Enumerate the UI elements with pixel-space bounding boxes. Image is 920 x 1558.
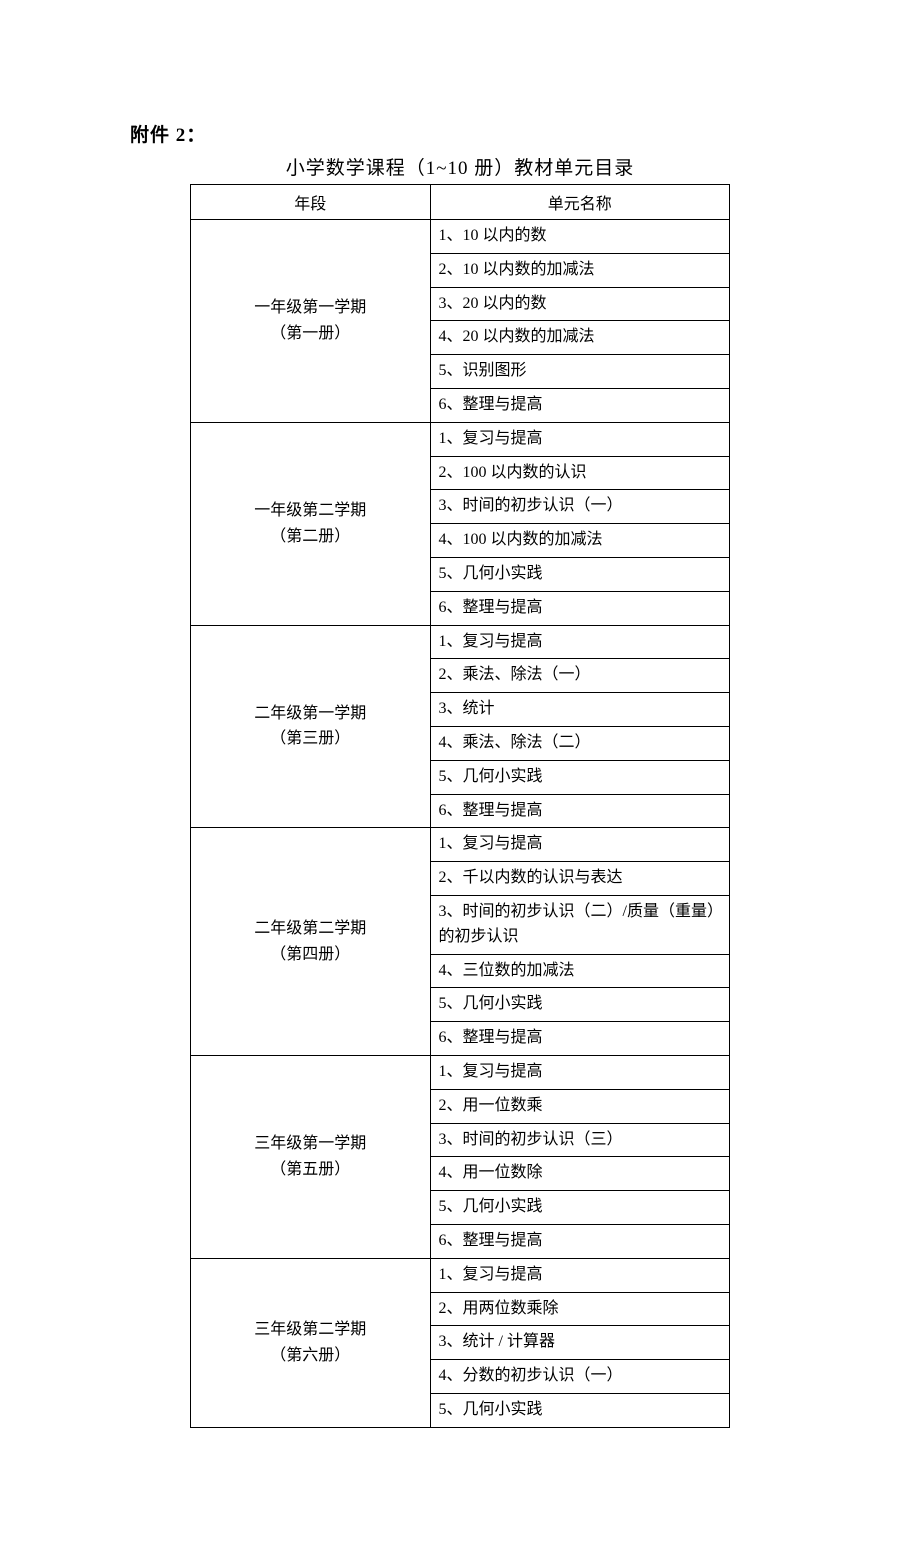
unit-cell: 1、复习与提高 [430, 1055, 729, 1089]
unit-cell: 6、整理与提高 [430, 591, 729, 625]
unit-cell: 1、10 以内的数 [430, 220, 729, 254]
table-row: 一年级第一学期（第一册）1、10 以内的数 [191, 220, 730, 254]
grade-cell: 三年级第二学期（第六册） [191, 1258, 431, 1427]
grade-main-label: 二年级第二学期 [195, 916, 426, 942]
table-row: 一年级第二学期（第二册）1、复习与提高 [191, 422, 730, 456]
unit-cell: 4、用一位数除 [430, 1157, 729, 1191]
unit-cell: 3、时间的初步认识（三） [430, 1123, 729, 1157]
table-row: 三年级第二学期（第六册）1、复习与提高 [191, 1258, 730, 1292]
unit-cell: 3、统计 / 计算器 [430, 1326, 729, 1360]
unit-cell: 6、整理与提高 [430, 794, 729, 828]
grade-sub-label: （第六册） [195, 1343, 426, 1369]
unit-cell: 2、10 以内数的加减法 [430, 253, 729, 287]
grade-sub-label: （第三册） [195, 726, 426, 752]
grade-sub-label: （第一册） [195, 321, 426, 347]
table-header-row: 年段 单元名称 [191, 185, 730, 220]
unit-cell: 4、20 以内数的加减法 [430, 321, 729, 355]
unit-cell: 1、复习与提高 [430, 625, 729, 659]
unit-cell: 3、时间的初步认识（二）/质量（重量）的初步认识 [430, 895, 729, 954]
unit-cell: 1、复习与提高 [430, 1258, 729, 1292]
unit-cell: 5、识别图形 [430, 355, 729, 389]
unit-cell: 4、分数的初步认识（一） [430, 1360, 729, 1394]
grade-main-label: 二年级第一学期 [195, 701, 426, 727]
unit-cell: 2、用两位数乘除 [430, 1292, 729, 1326]
unit-cell: 3、时间的初步认识（一） [430, 490, 729, 524]
grade-sub-label: （第四册） [195, 942, 426, 968]
attachment-label: 附件 2： [130, 120, 790, 147]
unit-cell: 1、复习与提高 [430, 422, 729, 456]
unit-cell: 3、统计 [430, 693, 729, 727]
table-row: 三年级第一学期（第五册）1、复习与提高 [191, 1055, 730, 1089]
grade-main-label: 一年级第二学期 [195, 498, 426, 524]
unit-cell: 4、三位数的加减法 [430, 954, 729, 988]
unit-cell: 5、几何小实践 [430, 1191, 729, 1225]
table-row: 二年级第二学期（第四册）1、复习与提高 [191, 828, 730, 862]
grade-cell: 三年级第一学期（第五册） [191, 1055, 431, 1258]
unit-cell: 5、几何小实践 [430, 760, 729, 794]
grade-main-label: 三年级第一学期 [195, 1131, 426, 1157]
unit-cell: 5、几何小实践 [430, 1393, 729, 1427]
unit-cell: 2、乘法、除法（一） [430, 659, 729, 693]
table-row: 二年级第一学期（第三册）1、复习与提高 [191, 625, 730, 659]
curriculum-table: 年段 单元名称 一年级第一学期（第一册）1、10 以内的数2、10 以内数的加减… [190, 184, 730, 1428]
unit-cell: 6、整理与提高 [430, 1022, 729, 1056]
unit-cell: 6、整理与提高 [430, 388, 729, 422]
grade-sub-label: （第二册） [195, 524, 426, 550]
grade-main-label: 三年级第二学期 [195, 1317, 426, 1343]
table-body: 一年级第一学期（第一册）1、10 以内的数2、10 以内数的加减法3、20 以内… [191, 220, 730, 1428]
unit-cell: 1、复习与提高 [430, 828, 729, 862]
unit-cell: 4、乘法、除法（二） [430, 726, 729, 760]
unit-cell: 4、100 以内数的加减法 [430, 524, 729, 558]
unit-cell: 2、用一位数乘 [430, 1089, 729, 1123]
grade-cell: 二年级第二学期（第四册） [191, 828, 431, 1056]
unit-cell: 3、20 以内的数 [430, 287, 729, 321]
column-header-unit: 单元名称 [430, 185, 729, 220]
grade-cell: 二年级第一学期（第三册） [191, 625, 431, 828]
unit-cell: 2、千以内数的认识与表达 [430, 862, 729, 896]
table-title: 小学数学课程（1~10 册）教材单元目录 [130, 153, 790, 180]
unit-cell: 6、整理与提高 [430, 1224, 729, 1258]
unit-cell: 5、几何小实践 [430, 557, 729, 591]
grade-main-label: 一年级第一学期 [195, 295, 426, 321]
grade-cell: 一年级第一学期（第一册） [191, 220, 431, 423]
unit-cell: 2、100 以内数的认识 [430, 456, 729, 490]
unit-cell: 5、几何小实践 [430, 988, 729, 1022]
column-header-grade: 年段 [191, 185, 431, 220]
grade-sub-label: （第五册） [195, 1157, 426, 1183]
grade-cell: 一年级第二学期（第二册） [191, 422, 431, 625]
